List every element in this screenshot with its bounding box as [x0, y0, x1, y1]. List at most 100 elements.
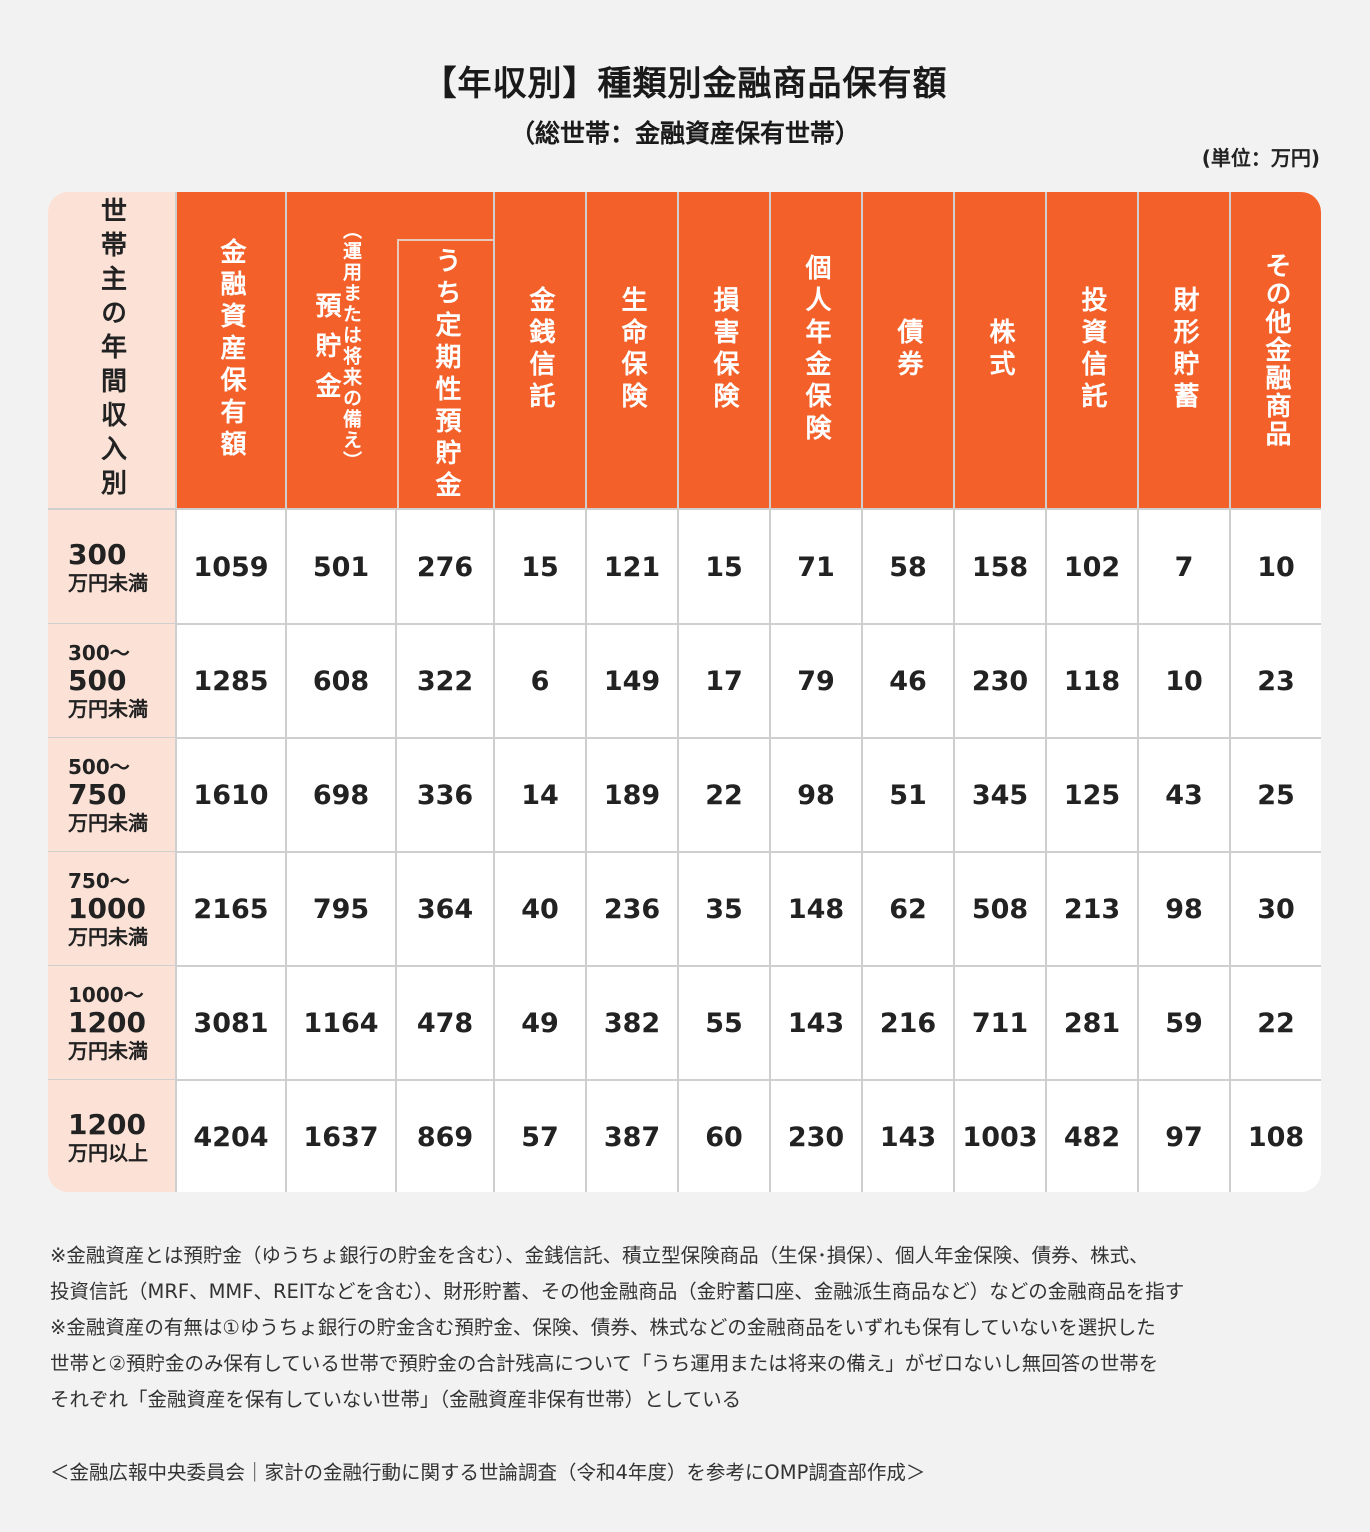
table-cell: 58 [863, 510, 955, 624]
col-header-investment-trust: 投資信託 [1047, 192, 1139, 508]
col-header-pension-insurance: 個人年金保険 [771, 192, 863, 508]
table-cell: 71 [771, 510, 863, 624]
table-cell: 40 [495, 852, 587, 966]
table-cell: 35 [679, 852, 771, 966]
row-label: 1000〜 1200 万円未満 [48, 966, 177, 1080]
table-cell: 230 [955, 624, 1047, 738]
table-cell: 1285 [177, 624, 287, 738]
table-row: 750〜 1000 万円未満 2165 795 364 40 236 35 148 62 508 213… [48, 852, 1321, 966]
table-cell: 508 [955, 852, 1047, 966]
table-cell: 15 [679, 510, 771, 624]
table-cell: 1003 [955, 1080, 1047, 1192]
table-cell: 49 [495, 966, 587, 1080]
table-cell: 158 [955, 510, 1047, 624]
table-cell: 1610 [177, 738, 287, 852]
col-header-nonlife-insurance: 損害保険 [679, 192, 771, 508]
table-cell: 79 [771, 624, 863, 738]
row-label: 500〜 750 万円未満 [48, 738, 177, 852]
table-cell: 143 [863, 1080, 955, 1192]
table-cell: 387 [587, 1080, 679, 1192]
table-cell: 7 [1139, 510, 1231, 624]
row-label-amount: 1200 [68, 1006, 146, 1039]
table-cell: 711 [955, 966, 1047, 1080]
footnote-line: 投資信託（MRF、MMF、REITなどを含む）、財形貯蓄、その他金融商品（金貯蓄… [50, 1280, 1185, 1303]
table-cell: 149 [587, 624, 679, 738]
row-label-from: 1000〜 [68, 983, 144, 1007]
row-label-amount: 1000 [68, 892, 146, 925]
col-header-life-insurance: 生命保険 [587, 192, 679, 508]
row-label-from: 300〜 [68, 641, 130, 665]
col-header-bonds: 債券 [863, 192, 955, 508]
table-cell: 276 [397, 510, 495, 624]
table-cell: 322 [397, 624, 495, 738]
row-label-suffix: 万円未満 [68, 925, 148, 949]
footnote-line: ※金融資産の有無は①ゆうちょ銀行の貯金含む預貯金、保険、債券、株式などの金融商品… [50, 1316, 1156, 1339]
footnote-line: ※金融資産とは預貯金（ゆうちょ銀行の貯金を含む）、金銭信託、積立型保険商品（生保… [50, 1244, 1149, 1267]
table-cell: 55 [679, 966, 771, 1080]
table-row: 300〜 500 万円未満 1285 608 322 6 149 17 79 46 230 118 10 2… [48, 624, 1321, 738]
table-cell: 121 [587, 510, 679, 624]
table-cell: 482 [1047, 1080, 1139, 1192]
row-label-amount: 300 [68, 538, 127, 571]
table-row: 1000〜 1200 万円未満 3081 1164 478 49 382 55 143 216 711… [48, 966, 1321, 1080]
table-cell: 236 [587, 852, 679, 966]
table-cell: 478 [397, 966, 495, 1080]
table-cell: 1059 [177, 510, 287, 624]
row-label-amount: 500 [68, 664, 127, 697]
table-cell: 148 [771, 852, 863, 966]
table-cell: 59 [1139, 966, 1231, 1080]
row-divider [48, 1079, 1321, 1081]
footnote-line: 世帯と②預貯金のみ保有している世帯で預貯金の合計残高について「うち運用または将来… [50, 1352, 1159, 1375]
row-divider [48, 851, 1321, 853]
row-label-amount: 750 [68, 778, 127, 811]
table-cell: 15 [495, 510, 587, 624]
col-header-other-products: その他金融商品 [1231, 192, 1321, 508]
row-divider [48, 623, 1321, 625]
table-cell: 281 [1047, 966, 1139, 1080]
col-header-stocks: 株式 [955, 192, 1047, 508]
table-cell: 23 [1257, 665, 1295, 697]
table-cell: 98 [771, 738, 863, 852]
table-cell: 43 [1139, 738, 1231, 852]
row-label-from: 500〜 [68, 755, 130, 779]
table-cell: 97 [1139, 1080, 1231, 1192]
table-cell: 1164 [287, 966, 397, 1080]
table-cell: 869 [397, 1080, 495, 1192]
row-header-label: 世帯主の年間収入別 [96, 197, 127, 503]
row-label-suffix: 万円未満 [68, 811, 148, 835]
row-label-suffix: 万円未満 [68, 1039, 148, 1063]
table-cell: 102 [1047, 510, 1139, 624]
col-header-financial-assets: 金融資産保有額 [177, 192, 287, 508]
table-cell: 51 [863, 738, 955, 852]
unit-label: (単位：万円) [1201, 146, 1320, 170]
row-label-suffix: 万円未満 [68, 697, 148, 721]
table-cell: 125 [1047, 738, 1139, 852]
deposit-note: （運用または将来の備え） [340, 220, 362, 472]
table-cell: 4204 [177, 1080, 287, 1192]
table-cell: 14 [495, 738, 587, 852]
table-cell: 698 [287, 738, 397, 852]
row-header-cell: 世帯主の年間収入別 [48, 192, 177, 508]
table-cell: 1637 [287, 1080, 397, 1192]
table-cell: 10 [1257, 551, 1295, 583]
table-cell: 2165 [177, 852, 287, 966]
row-label: 750〜 1000 万円未満 [48, 852, 177, 966]
table-cell: 46 [863, 624, 955, 738]
row-divider [48, 737, 1321, 739]
footnote-line: それぞれ「金融資産を保有していない世帯」（金融資産非保有世帯）としている [50, 1388, 742, 1411]
table-cell: 17 [679, 624, 771, 738]
table-cell: 3081 [177, 966, 287, 1080]
table-cell: 608 [287, 624, 397, 738]
header-divider [48, 508, 1321, 510]
table-cell: 230 [771, 1080, 863, 1192]
row-label-suffix: 万円以上 [68, 1141, 148, 1165]
holdings-table: 世帯主の年間収入別 金融資産保有額 預貯金 （運用または将来の備え） うち定期性… [48, 192, 1321, 1192]
table-cell: 795 [287, 852, 397, 966]
table-row: 1200 万円以上 4204 1637 869 57 387 60 230 143 1003 482 9… [48, 1080, 1321, 1192]
row-label-amount: 1200 [68, 1108, 146, 1141]
source-citation: ＜金融広報中央委員会｜家計の金融行動に関する世論調査（令和4年度）を参考にOMP… [50, 1461, 926, 1484]
table-cell: 336 [397, 738, 495, 852]
col-header-money-trust: 金銭信託 [495, 192, 587, 508]
col-header-time-deposits: うち定期性預貯金 [397, 239, 495, 508]
table-cell: 213 [1047, 852, 1139, 966]
